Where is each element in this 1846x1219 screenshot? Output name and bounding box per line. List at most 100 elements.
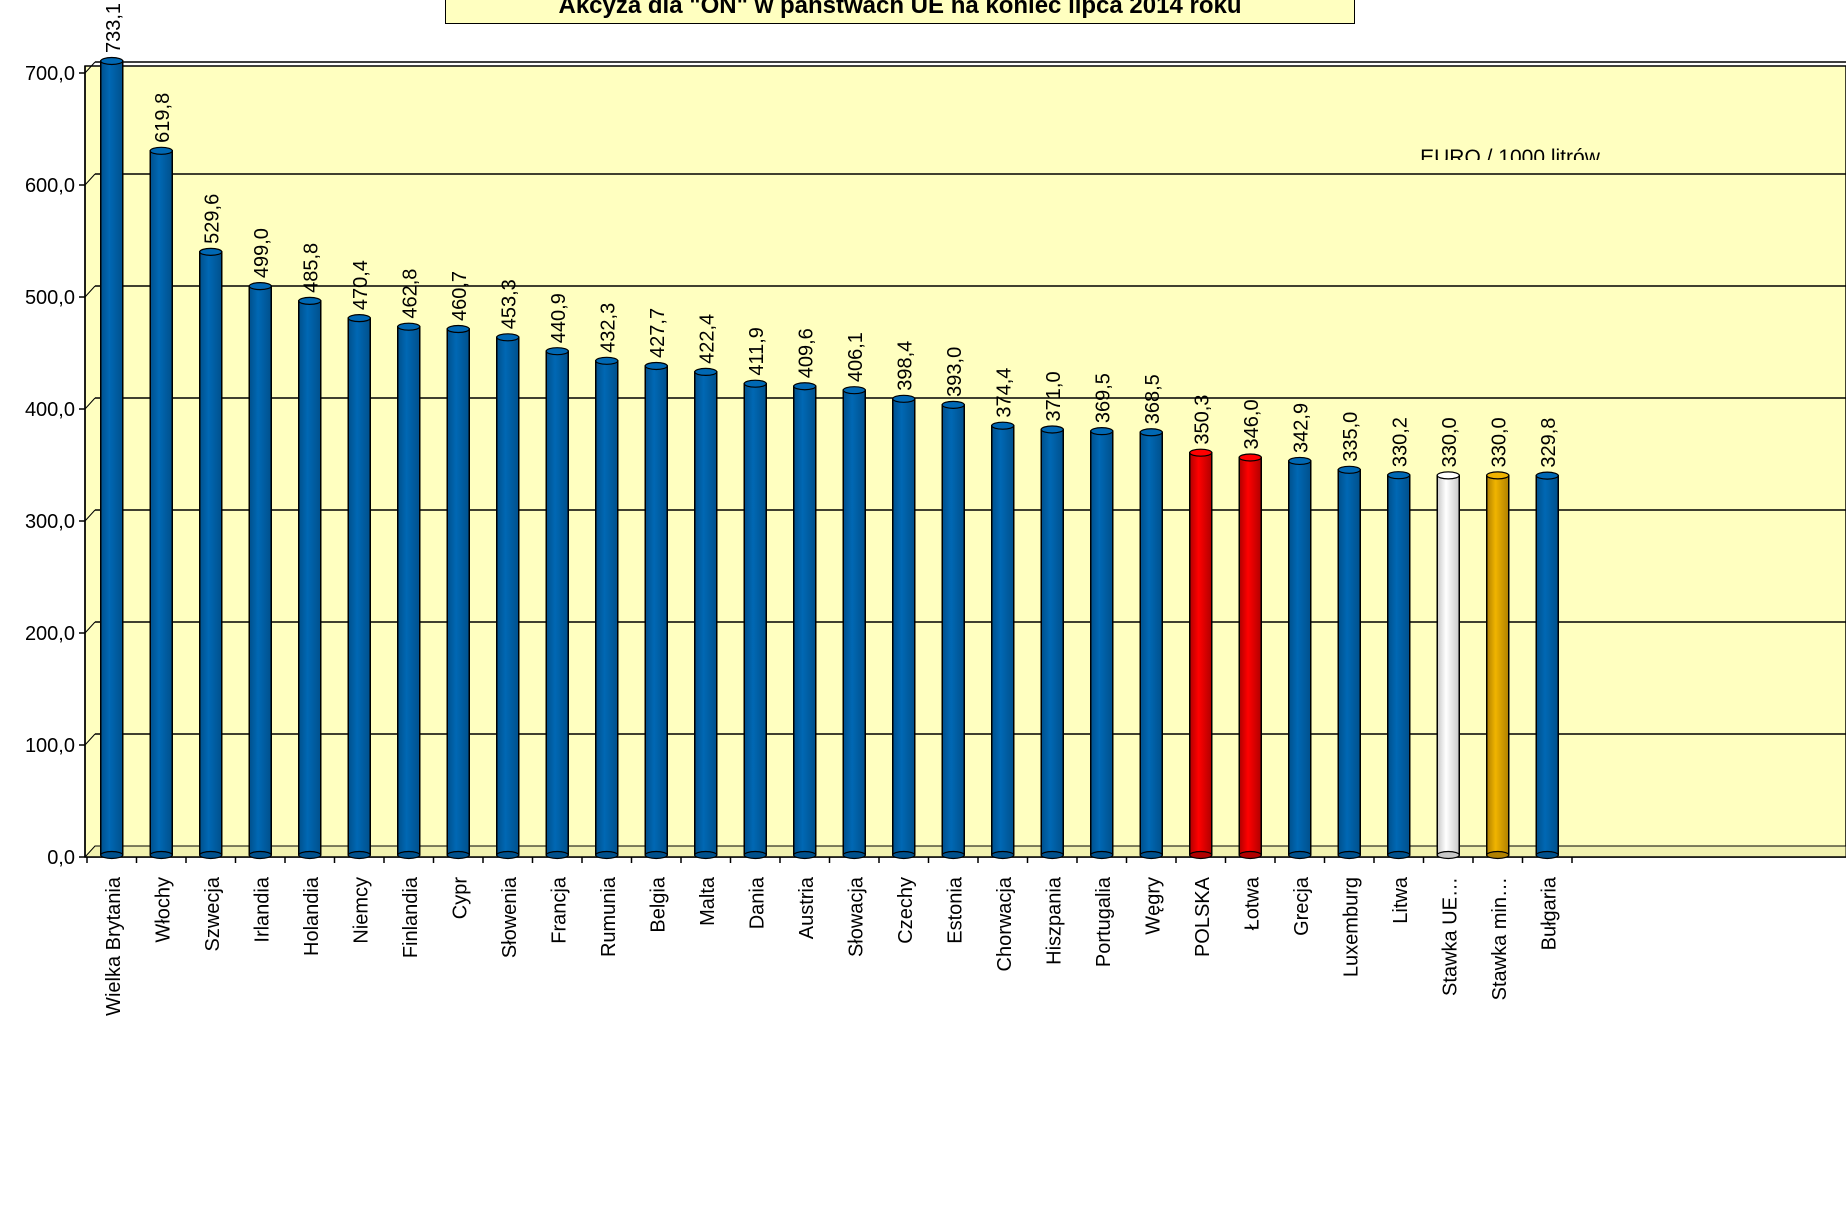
bar-cap [595,356,619,365]
x-tick-label: Słowenia [499,876,521,958]
bar-cap [644,361,668,371]
bar-base [892,850,916,860]
bar-cap [892,394,916,403]
bar [842,389,866,856]
bar [1436,474,1460,856]
bar-base [149,850,173,860]
bar [1337,469,1361,856]
bar-cap [991,421,1015,430]
bar-base [1090,850,1114,860]
bar-cap [1090,427,1114,436]
x-tick-label: Szwecja [202,876,224,951]
bar [892,398,916,856]
bar [100,60,124,856]
x-tick-label: Niemcy [350,877,372,944]
x-tick-label: Słowacja [845,876,867,957]
bar [1387,474,1411,856]
bar [298,300,322,856]
value-label: 398,4 [895,341,917,391]
bar-base [991,850,1015,860]
bar [1535,474,1559,856]
bar-base [545,850,569,860]
bar-base [1189,850,1213,860]
value-label: 470,4 [350,260,372,310]
x-tick-label: Malta [697,876,719,926]
chart-title: Akcyza dla "ON" w państwach UE na koniec… [445,0,1355,24]
bar-base [1337,850,1361,860]
gridline-depth [84,509,96,522]
value-label: 440,9 [548,293,570,343]
value-label: 453,3 [499,279,521,329]
bar-base [1040,850,1064,860]
bar [1486,474,1510,856]
bar-cap [199,247,223,256]
x-tick-label: Rumunia [598,876,620,957]
value-label: 499,0 [251,228,273,278]
bar [347,317,371,856]
value-label: 368,5 [1142,374,1164,424]
x-tick-label: Hiszpania [1043,876,1065,965]
y-tick-label: 0,0 [47,847,75,869]
value-label: 619,8 [152,93,174,143]
x-tick-label: Litwa [1390,876,1412,924]
bar [1288,460,1312,856]
x-tick-label: Węgry [1142,877,1164,935]
bar [397,325,421,856]
bar [446,328,470,856]
value-label: 369,5 [1093,373,1115,423]
bar-cap [298,296,322,306]
bar-base [1139,850,1163,860]
x-tick-label: Belgia [647,876,669,932]
bar [1139,431,1163,856]
y-tick-label: 500,0 [25,287,75,309]
bar-base [1486,850,1510,860]
x-tick-label: Stawka UE… [1439,877,1461,996]
bar [991,424,1015,856]
value-label: 422,4 [697,314,719,364]
y-tick-label: 400,0 [25,399,75,421]
bar [595,360,619,856]
value-label: 393,0 [944,347,966,397]
bar-cap [1337,465,1361,474]
value-label: 733,1 [103,3,125,53]
bar-cap [1387,471,1411,480]
value-labels: 733,1 619,8 529,6 499,0 485,8 470,4 462,8 460,7… [103,3,1561,468]
bar-cap [1486,471,1510,480]
x-tick-label: POLSKA [1192,876,1214,957]
bar-base [1535,850,1559,860]
bar-base [298,850,322,860]
x-tick-label: Wielka Brytania [103,876,125,1016]
bar-cap [694,367,718,377]
x-tick-label: Austria [796,876,818,939]
bar-cap [793,382,817,391]
bar-base [100,850,124,860]
x-tick-label: Włochy [152,877,174,943]
y-tick-label: 300,0 [25,511,75,533]
value-label: 346,0 [1241,399,1263,449]
bar-cap [743,379,767,388]
bar-base [793,850,817,860]
bar-cap [248,282,272,291]
bar-cap [1535,471,1559,480]
bar-base [694,850,718,860]
bar-cap [1288,456,1312,466]
x-tick-label: Francja [548,876,570,944]
bar-base [1436,850,1460,860]
bar-base [743,850,767,860]
bars [100,56,1559,860]
x-tick-label: Grecja [1291,876,1313,936]
bar [545,350,569,856]
gridline-depth [84,61,96,74]
bar-base [397,850,421,860]
value-label: 462,8 [400,269,422,319]
x-tick-label: Luxemburg [1340,877,1362,977]
x-tick-label: Łotwa [1241,876,1263,930]
bar [694,371,718,856]
bar-cap [545,347,569,356]
bar [496,336,520,856]
y-tick-label: 200,0 [25,623,75,645]
value-label: 432,3 [598,303,620,353]
bar [248,285,272,856]
bar-base [446,850,470,860]
